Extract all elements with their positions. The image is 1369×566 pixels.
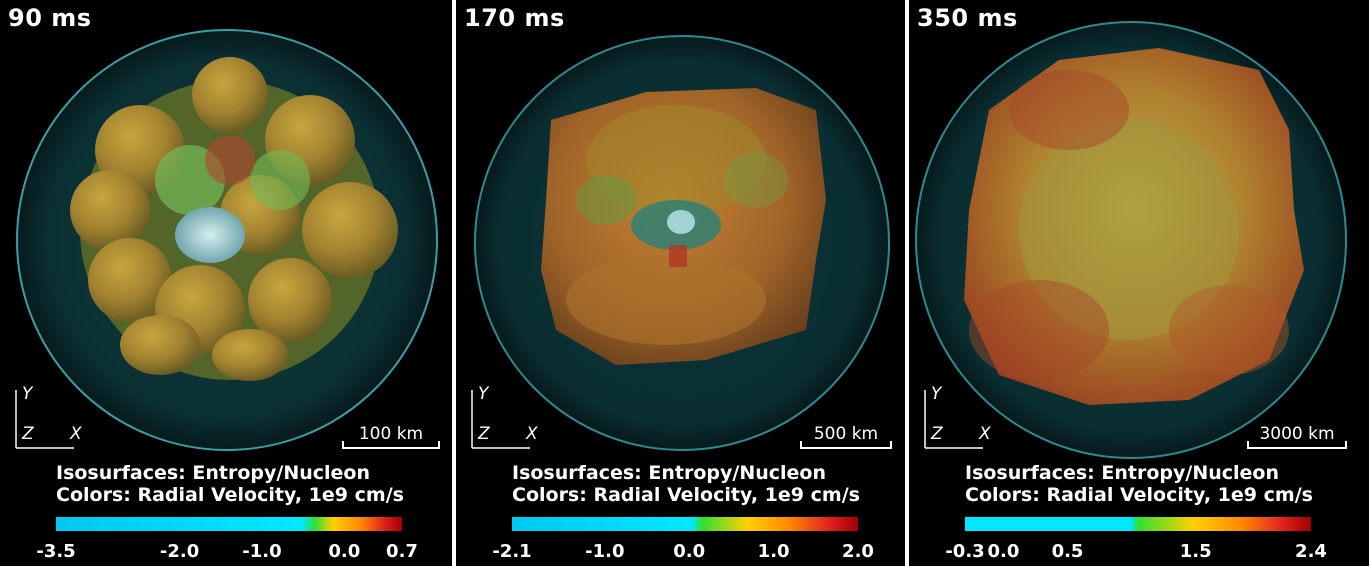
simulation-render-90ms xyxy=(16,29,438,451)
panel-90ms: 90 ms Y Z X 100 km Isosurfaces: Entropy/… xyxy=(0,0,452,566)
colorbar-ticks: -2.1 -1.0 0.0 1.0 2.0 xyxy=(492,541,874,565)
colorbar-ticks: -3.5 -2.0 -1.0 0.0 0.7 xyxy=(36,541,418,565)
axis-x-label: X xyxy=(70,424,82,444)
legend-colors: Colors: Radial Velocity, 1e9 cm/s xyxy=(965,484,1313,506)
axes-triad: Y Z X xyxy=(470,384,560,454)
colorbar-ticks: -0.3 0.0 0.5 1.5 2.4 xyxy=(945,541,1327,565)
colorbar-tick-label: 0.0 xyxy=(673,541,706,562)
colorbar-tick-label: 0.7 xyxy=(386,541,418,562)
panel-170ms: 170 ms Y Z X 500 km Isosurfaces: Entropy… xyxy=(456,0,905,566)
axis-z-label: Z xyxy=(478,424,490,444)
scale-bar: 500 km xyxy=(800,424,892,449)
scale-bar-label: 500 km xyxy=(813,424,879,444)
colorbar xyxy=(512,517,858,531)
colorbar-tick-label: -1.0 xyxy=(585,541,625,562)
colorbar-tick-label: 1.5 xyxy=(1179,541,1212,562)
legend: Isosurfaces: Entropy/Nucleon Colors: Rad… xyxy=(965,462,1313,506)
legend-colors: Colors: Radial Velocity, 1e9 cm/s xyxy=(512,484,860,506)
colorbar-tick-label: 0.5 xyxy=(1051,541,1084,562)
axes-triad: Y Z X xyxy=(923,384,1013,454)
time-label: 90 ms xyxy=(8,4,92,32)
colorbar-tick-label: -0.3 xyxy=(945,541,985,562)
colorbar xyxy=(965,517,1311,531)
axis-z-label: Z xyxy=(931,424,943,444)
panel-350ms: 350 ms Y Z X 3000 km Isosurfaces: Entrop… xyxy=(909,0,1369,566)
colorbar-tick-label: -1.0 xyxy=(242,541,282,562)
scale-bar: 100 km xyxy=(342,424,440,449)
axes-lines xyxy=(924,390,983,449)
axis-y-label: Y xyxy=(931,384,942,404)
axis-x-label: X xyxy=(979,424,991,444)
simulation-render-170ms xyxy=(474,35,890,451)
legend-isosurfaces: Isosurfaces: Entropy/Nucleon xyxy=(512,462,827,484)
scale-bar-label: 3000 km xyxy=(1259,424,1335,444)
axes-lines xyxy=(471,390,530,449)
simulation-render-350ms xyxy=(915,21,1347,459)
time-label: 170 ms xyxy=(464,4,565,32)
colorbar-tick-label: -2.1 xyxy=(492,541,532,562)
legend: Isosurfaces: Entropy/Nucleon Colors: Rad… xyxy=(56,462,404,506)
colorbar-tick-label: 2.0 xyxy=(842,541,874,562)
scale-bar-line xyxy=(800,441,892,449)
axis-y-label: Y xyxy=(22,384,33,404)
scale-bar-line xyxy=(1247,441,1347,449)
axis-x-label: X xyxy=(526,424,538,444)
entropy-isosurface xyxy=(70,57,398,381)
axes-triad: Y Z X xyxy=(14,384,104,454)
entropy-isosurface xyxy=(541,88,826,365)
legend-colors: Colors: Radial Velocity, 1e9 cm/s xyxy=(56,484,404,506)
colorbar-tick-label: 0.0 xyxy=(987,541,1020,562)
colorbar-tick-label: -3.5 xyxy=(36,541,76,562)
scale-bar-label: 100 km xyxy=(358,424,424,444)
axes-lines xyxy=(15,390,74,449)
colorbar-tick-label: 0.0 xyxy=(328,541,361,562)
colorbar-tick-label: 1.0 xyxy=(757,541,790,562)
legend-isosurfaces: Isosurfaces: Entropy/Nucleon xyxy=(56,462,371,484)
colorbar xyxy=(56,517,402,531)
axis-y-label: Y xyxy=(478,384,489,404)
scale-bar: 3000 km xyxy=(1247,424,1347,449)
colorbar-tick-label: 2.4 xyxy=(1295,541,1327,562)
legend: Isosurfaces: Entropy/Nucleon Colors: Rad… xyxy=(512,462,860,506)
entropy-isosurface xyxy=(964,48,1304,405)
colorbar-tick-label: -2.0 xyxy=(159,541,200,562)
scale-bar-line xyxy=(342,441,440,449)
legend-isosurfaces: Isosurfaces: Entropy/Nucleon xyxy=(965,462,1280,484)
time-label: 350 ms xyxy=(917,4,1018,32)
axis-z-label: Z xyxy=(22,424,34,444)
